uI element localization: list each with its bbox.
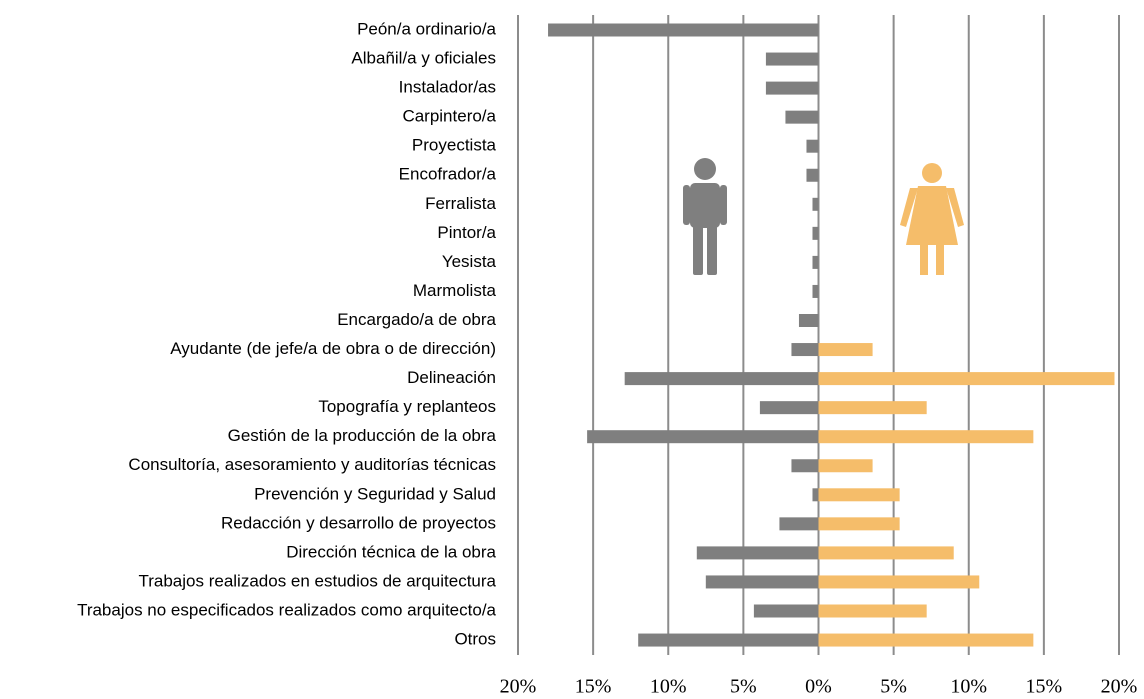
bar <box>638 633 819 647</box>
category-label: Peón/a ordinario/a <box>357 19 496 38</box>
woman-icon <box>900 163 964 275</box>
category-label: Topografía y replanteos <box>318 397 496 416</box>
category-label: Ferralista <box>425 194 496 213</box>
bar <box>587 430 819 444</box>
plot: 20% 15% 10% 5% 0% 5% 10% 15% 20% Peón/a ordinario… <box>77 15 1137 698</box>
bar <box>818 575 980 589</box>
man-icon <box>683 158 727 275</box>
category-label: Delineación <box>407 368 496 387</box>
bar <box>806 139 819 153</box>
bar <box>812 255 819 269</box>
category-label: Gestión de la producción de la obra <box>228 426 497 445</box>
category-label: Instalador/as <box>399 78 496 97</box>
category-label: Redacción y desarrollo de proyectos <box>221 513 496 532</box>
category-label: Trabajos realizados en estudios de arqui… <box>138 571 496 590</box>
bar <box>798 314 819 327</box>
category-label: Proyectista <box>412 136 497 155</box>
bar <box>818 459 873 473</box>
category-label: Prevención y Seguridad y Salud <box>254 484 496 503</box>
bar <box>696 546 819 560</box>
bar <box>818 517 900 531</box>
bar <box>818 372 1115 386</box>
bar <box>753 604 819 618</box>
bar <box>812 488 819 502</box>
category-label: Ayudante (de jefe/a de obra o de direcci… <box>170 339 496 358</box>
category-label: Marmolista <box>413 281 497 300</box>
category-label: Carpintero/a <box>402 107 496 126</box>
category-label: Consultoría, asesoramiento y auditorías … <box>128 455 496 474</box>
category-label: Encofrador/a <box>399 165 497 184</box>
bar <box>765 52 819 66</box>
bar <box>818 633 1034 647</box>
bar <box>785 110 819 124</box>
bar <box>818 604 927 618</box>
bar <box>818 488 900 502</box>
x-tick-label: 10% <box>950 676 987 698</box>
category-label: Dirección técnica de la obra <box>286 542 496 561</box>
bar <box>624 372 819 386</box>
bar <box>791 459 819 473</box>
bar <box>812 197 819 211</box>
bar <box>806 168 819 182</box>
bar <box>818 430 1034 444</box>
x-tick-label: 20% <box>1101 676 1138 698</box>
x-tick-label: 5% <box>880 676 907 698</box>
bar <box>818 401 927 415</box>
x-tick-label: 0% <box>805 676 832 698</box>
category-label: Yesista <box>442 252 497 271</box>
bar <box>765 81 819 95</box>
category-label: Pintor/a <box>437 223 496 242</box>
x-tick-label: 20% <box>500 676 537 698</box>
x-tick-label: 5% <box>730 676 757 698</box>
category-label: Encargado/a de obra <box>337 310 496 329</box>
x-tick-label: 15% <box>575 676 612 698</box>
bar <box>818 546 954 560</box>
x-tick-label: 10% <box>650 676 687 698</box>
bar <box>812 284 819 298</box>
category-label: Otros <box>454 630 496 649</box>
bar <box>791 343 819 357</box>
bar <box>705 575 819 589</box>
bar <box>548 23 819 37</box>
category-label: Trabajos no especificados realizados com… <box>77 600 496 619</box>
bar <box>812 226 819 240</box>
bar <box>779 517 819 531</box>
bar <box>759 401 819 415</box>
x-tick-label: 15% <box>1026 676 1063 698</box>
bar <box>818 343 873 357</box>
category-label: Albañil/a y oficiales <box>351 49 496 68</box>
